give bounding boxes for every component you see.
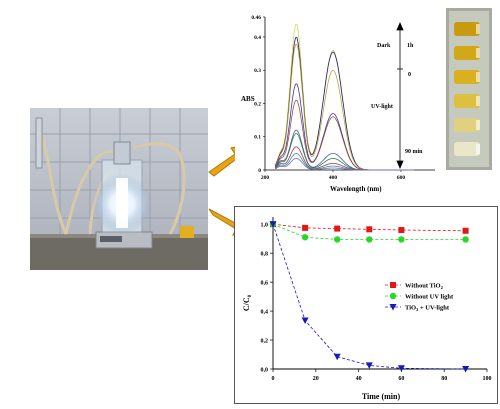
x-tick-label: 100 (483, 376, 492, 382)
data-point (398, 236, 405, 243)
series-line (272, 223, 466, 232)
y-tick-label: 0,2 (261, 339, 269, 345)
y-tick-label: 0.3 (254, 68, 261, 74)
y-tick-label: 0,6 (261, 281, 269, 287)
data-point (366, 236, 373, 243)
x-axis-label: Time (min) (362, 392, 401, 401)
y-tick-label: 0,4 (261, 310, 269, 316)
x-tick-label: 600 (397, 175, 406, 181)
legend-entry: Without UV light (405, 294, 454, 301)
annotation-90-min: 90 min (405, 149, 423, 155)
data-point (301, 317, 309, 325)
x-tick-label: 80 (441, 376, 447, 382)
data-point (334, 236, 341, 243)
annotation-dark: Dark (377, 43, 391, 49)
annotation-1h: 1h (407, 43, 414, 49)
data-point (389, 304, 397, 311)
annotation-uv-light: UV-light (371, 104, 393, 110)
data-point (302, 224, 309, 231)
data-point (462, 227, 469, 234)
photoreactor-setup-photo (30, 108, 208, 270)
x-axis-label: Wavelength (nm) (330, 185, 382, 193)
data-point (365, 362, 373, 369)
y-tick-label: 0.1 (254, 135, 261, 141)
y-tick-label: 0.2 (254, 101, 261, 107)
svg-text:C/C0: C/C0 (242, 294, 253, 311)
data-point (390, 282, 396, 288)
y-tick-label: 0,8 (261, 252, 269, 258)
x-tick-label: 60 (398, 376, 404, 382)
y-tick-label: 1,0 (261, 223, 269, 229)
time-arrow (396, 21, 404, 170)
data-point (398, 227, 405, 234)
x-tick-label: 200 (261, 175, 270, 181)
legend-entry: Without TiO2 (405, 283, 444, 291)
annotation-zero: 0 (408, 72, 411, 78)
data-point (389, 292, 397, 300)
y-tick-label: 0 (258, 168, 261, 174)
data-point (269, 221, 277, 228)
x-tick-label: 40 (356, 376, 362, 382)
spectrum-series-line (275, 157, 414, 171)
uv-vis-spectra-chart: 0 0.1 0.2 0.3 0.4 0.46 200 400 600 ABS Wavelengt… (235, 5, 445, 195)
x-tick-label: 0 (272, 376, 275, 382)
y-tick-label: 0.46 (251, 15, 261, 21)
data-point (334, 225, 341, 232)
degradation-kinetics-chart: 0,0 0,2 0,4 0,6 0,8 1,0 0 20 40 60 80 100 C/C0 Time… (234, 206, 498, 404)
data-point (397, 365, 405, 372)
data-point (462, 366, 470, 373)
data-point (366, 226, 373, 233)
legend-entry: TiO2 + UV-light (405, 305, 450, 313)
series-line (272, 223, 466, 240)
data-point (301, 234, 309, 241)
y-tick-label: 0.4 (254, 35, 261, 41)
x-tick-label: 400 (329, 175, 338, 181)
y-axis-label: ABS (241, 95, 255, 103)
series-line (272, 224, 466, 370)
data-point (333, 353, 341, 361)
sample-vials-photo (446, 8, 492, 170)
legend: Without TiO2 Without UV light TiO2 + UV-li… (385, 282, 454, 312)
data-point (462, 236, 469, 243)
y-tick-label: 0,0 (261, 368, 269, 374)
y-axis-label: C/C0 (242, 294, 253, 311)
x-tick-label: 20 (313, 376, 319, 382)
